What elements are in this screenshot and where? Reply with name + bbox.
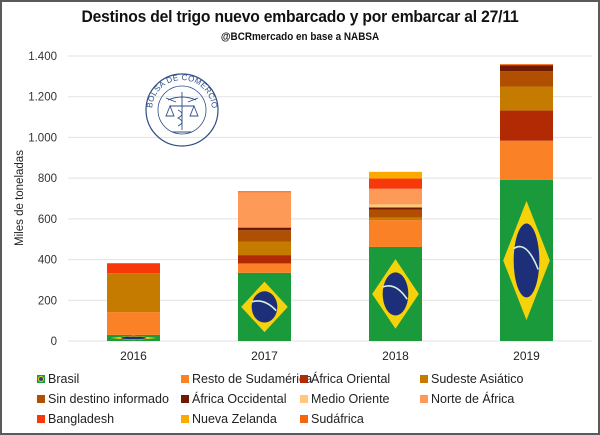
bar-segment-sudafrica-2017 bbox=[238, 191, 291, 193]
bar-segment-africa-oriental-2017 bbox=[238, 255, 291, 264]
bar-segment-africa-occidental-2018 bbox=[369, 207, 422, 210]
bar-segment-sin-destino-informado-2018 bbox=[369, 209, 422, 218]
legend-swatch bbox=[37, 395, 45, 403]
brazil-flag-globe bbox=[251, 291, 278, 323]
y-tick-label: 1.200 bbox=[28, 92, 57, 104]
bar-segment-sin-destino-informado-2017 bbox=[238, 230, 291, 242]
legend-swatch bbox=[300, 395, 308, 403]
y-axis-label: Miles de toneladas bbox=[14, 150, 26, 246]
y-tick-label: 400 bbox=[38, 255, 57, 267]
legend-swatch bbox=[181, 395, 189, 403]
y-tick-label: 200 bbox=[38, 295, 57, 307]
legend-item: Nueva Zelanda bbox=[181, 412, 277, 426]
legend-label: Resto de Sudamérica bbox=[192, 372, 313, 386]
y-tick-label: 1.000 bbox=[28, 132, 57, 144]
caduceus-scales-icon bbox=[165, 92, 199, 133]
bar-segment-africa-occidental-2019 bbox=[500, 65, 553, 72]
bar-segment-sudeste-asiatico-2016 bbox=[107, 273, 160, 313]
x-tick-label: 2017 bbox=[251, 349, 278, 363]
legend-swatch bbox=[420, 395, 428, 403]
bar-segment-sudeste-asiatico-2019 bbox=[500, 86, 553, 111]
brazil-flag-globe bbox=[120, 336, 147, 340]
bar-segment-resto-de-sudamerica-2017 bbox=[238, 263, 291, 273]
legend-label: Brasil bbox=[48, 372, 80, 386]
bar-segment-sin-destino-informado-2019 bbox=[500, 71, 553, 87]
y-tick-label: 0 bbox=[51, 336, 57, 348]
bar-segment-resto-de-sudamerica-2018 bbox=[369, 220, 422, 247]
bar-segment-bangladesh-2016 bbox=[107, 263, 160, 274]
y-tick-label: 600 bbox=[38, 214, 57, 226]
legend-item: Brasil bbox=[37, 372, 79, 386]
legend-label: África Oriental bbox=[311, 372, 391, 386]
legend-label: Sudeste Asiático bbox=[431, 372, 524, 386]
brazil-flag-band bbox=[251, 300, 277, 312]
bar-segment-sudeste-asiatico-2017 bbox=[238, 241, 291, 256]
bar-segment-resto-de-sudamerica-2019 bbox=[500, 140, 553, 180]
legend-label: Nueva Zelanda bbox=[192, 412, 277, 426]
legend-label: Sudáfrica bbox=[311, 412, 364, 426]
x-tick-label: 2016 bbox=[120, 349, 147, 363]
y-tick-label: 1.400 bbox=[28, 51, 57, 63]
legend-label: Bangladesh bbox=[48, 412, 115, 426]
legend-label: Norte de África bbox=[431, 392, 515, 406]
brazil-flag-globe bbox=[513, 223, 540, 298]
brazil-flag-band bbox=[513, 245, 539, 270]
legend-item: Medio Oriente bbox=[300, 392, 390, 406]
legend-label: África Occidental bbox=[192, 392, 287, 406]
brazil-flag-globe bbox=[382, 272, 409, 316]
legend-swatch bbox=[300, 415, 308, 423]
bcr-seal-watermark: BOLSA DE COMERCIO DE ROSARIO bbox=[145, 73, 219, 147]
bar-segment-resto-de-sudamerica-2016 bbox=[107, 312, 160, 335]
legend-item: Bangladesh bbox=[37, 412, 114, 426]
legend-item: Sudeste Asiático bbox=[420, 372, 523, 386]
legend-item: Resto de Sudamérica bbox=[181, 372, 312, 386]
legend-label: Sin destino informado bbox=[48, 392, 169, 406]
y-axis-ticks: 0 200 400 600 800 1.000 1.200 1.400 bbox=[28, 51, 57, 348]
legend-item: África Occidental bbox=[181, 392, 286, 406]
bar-segment-sudeste-asiatico-2018 bbox=[369, 217, 422, 221]
bar-segment-sudafrica-2019 bbox=[500, 64, 553, 66]
legend-swatch bbox=[37, 415, 45, 423]
legend-swatch bbox=[420, 375, 428, 383]
bar-segment-bangladesh-2018 bbox=[369, 178, 422, 189]
bar-segment-norte-de-africa-2017 bbox=[238, 192, 291, 228]
bars-group bbox=[107, 64, 553, 341]
x-tick-label: 2019 bbox=[513, 349, 540, 363]
bar-segment-africa-occidental-2017 bbox=[238, 227, 291, 231]
y-tick-label: 800 bbox=[38, 173, 57, 185]
chart-title: Destinos del trigo nuevo embarcado y por… bbox=[81, 7, 519, 26]
legend-swatch bbox=[300, 375, 308, 383]
legend-swatch bbox=[181, 375, 189, 383]
bar-segment-medio-oriente-2018 bbox=[369, 204, 422, 208]
x-tick-label: 2018 bbox=[382, 349, 409, 363]
bar-segment-africa-oriental-2019 bbox=[500, 110, 553, 141]
legend-item: Sin destino informado bbox=[37, 392, 169, 406]
legend-item: Norte de África bbox=[420, 392, 514, 406]
chart-subtitle: @BCRmercado en base a NABSA bbox=[220, 31, 380, 43]
bar-segment-nueva-zelanda-2018 bbox=[369, 171, 422, 179]
bar-segment-norte-de-africa-2018 bbox=[369, 188, 422, 205]
legend-swatch bbox=[181, 415, 189, 423]
x-axis-ticks: 2016 2017 2018 2019 bbox=[120, 349, 540, 363]
legend-label: Medio Oriente bbox=[311, 392, 390, 406]
legend-item: África Oriental bbox=[300, 372, 390, 386]
legend-item: Sudáfrica bbox=[300, 412, 364, 426]
brazil-flag-icon bbox=[37, 375, 45, 383]
brazil-flag-band bbox=[382, 285, 408, 300]
